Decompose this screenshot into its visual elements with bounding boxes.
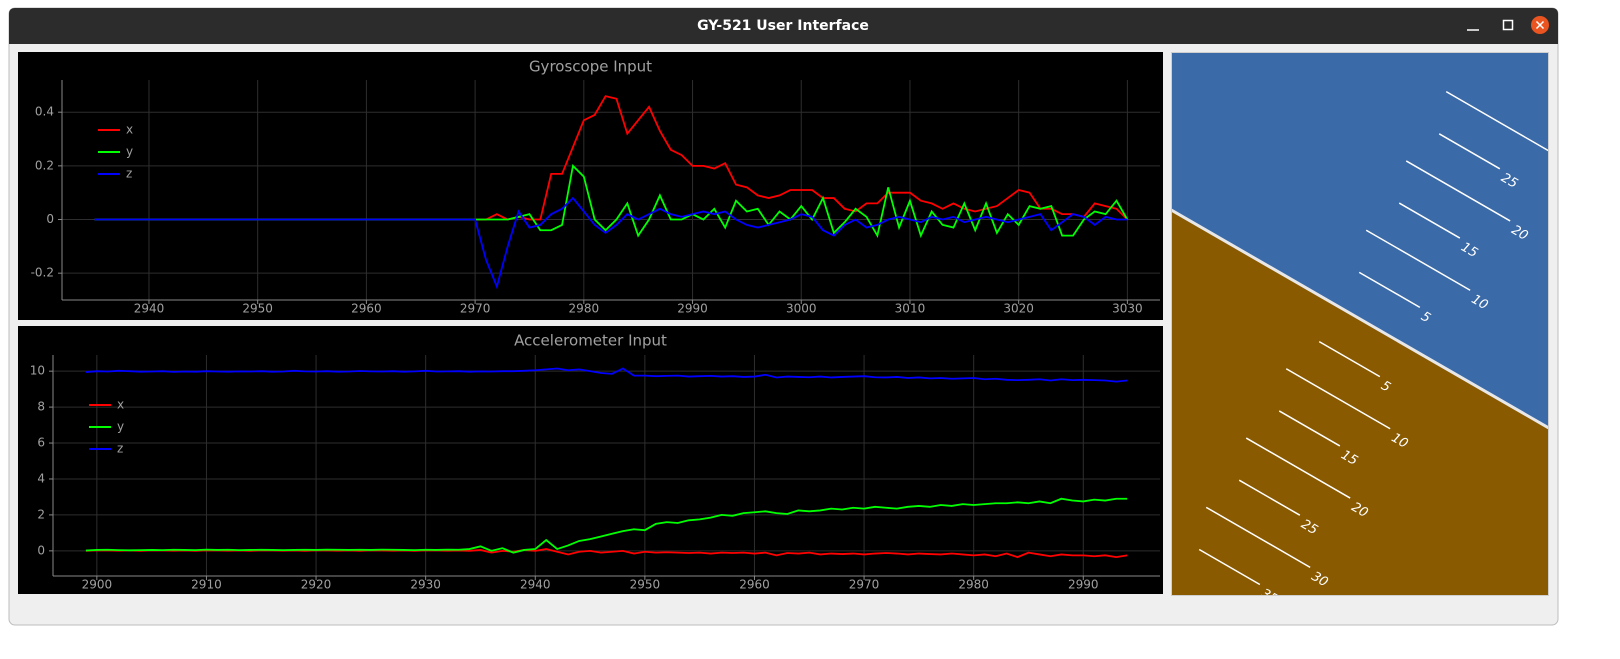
- x-tick-label: 2970: [460, 302, 491, 316]
- y-tick-label: 2: [37, 507, 45, 521]
- pitch-label: 15: [1338, 448, 1360, 469]
- close-button[interactable]: [1531, 16, 1549, 34]
- pitch-label: 35: [1258, 586, 1280, 607]
- legend-label: y: [126, 145, 133, 159]
- title-bar: [9, 8, 1558, 44]
- pitch-mark: [1205, 506, 1311, 568]
- chart: Accelerometer Input 0 2 4 6 8 10 2900 2910 2920 29…: [18, 326, 1163, 594]
- y-tick-label: 8: [37, 400, 45, 414]
- chart-title: Gyroscope Input: [529, 58, 652, 76]
- data-line: [85, 497, 1128, 554]
- pitch-label: 20: [1349, 500, 1371, 521]
- horizon-border: [1171, 52, 1549, 596]
- chart-background: [18, 326, 1163, 594]
- pitch-mark: [1198, 548, 1261, 586]
- x-tick-label: 2940: [134, 302, 165, 316]
- x-tick-label: 2960: [351, 302, 382, 316]
- y-tick-label: 4: [37, 471, 45, 485]
- x-tick-label: 2920: [301, 578, 332, 592]
- y-tick-label: 10: [30, 364, 45, 378]
- pitch-label: 25: [1498, 170, 1520, 191]
- pitch-mark: [1445, 91, 1549, 153]
- pitch-mark: [1238, 479, 1301, 516]
- horizon-frame: 510152025305101520253035: [1171, 52, 1549, 607]
- y-tick-label: 0.4: [35, 105, 54, 119]
- y-tick-label: -0.2: [31, 266, 54, 280]
- legend-label: z: [126, 167, 132, 181]
- horizon-clip: 510152025305101520253035: [1171, 52, 1549, 607]
- pitch-mark: [1405, 160, 1511, 222]
- pitch-label: 25: [1298, 517, 1320, 538]
- pitch-mark: [1245, 437, 1351, 499]
- window-title: GY-521 User Interface: [697, 18, 869, 34]
- data-line: [85, 367, 1128, 383]
- pitch-label: 30: [1309, 569, 1331, 590]
- x-tick-label: 2940: [520, 578, 551, 592]
- pitch-mark: [1398, 202, 1461, 239]
- chart: Gyroscope Input -0.2 0 0.2 0.4 2940 2950 2960 29…: [18, 52, 1163, 320]
- x-tick-label: 2970: [849, 578, 880, 592]
- x-tick-label: 2900: [82, 578, 113, 592]
- x-tick-label: 2990: [1068, 578, 1099, 592]
- chart-title: Accelerometer Input: [514, 332, 667, 350]
- legend-label: x: [117, 398, 124, 412]
- x-tick-label: 3000: [786, 302, 817, 316]
- y-tick-label: 6: [37, 436, 45, 450]
- y-tick-label: 0: [37, 543, 45, 557]
- pitch-mark: [1365, 229, 1471, 291]
- pitch-mark: [1318, 340, 1381, 378]
- pitch-label: 10: [1389, 430, 1411, 451]
- pitch-label: 20: [1509, 223, 1531, 244]
- close-icon: [1535, 20, 1545, 30]
- x-tick-label: 2950: [630, 578, 661, 592]
- x-tick-label: 2980: [569, 302, 600, 316]
- horizon-line: [1171, 52, 1549, 596]
- pitch-mark: [1285, 368, 1391, 430]
- chart-background: [18, 52, 1163, 320]
- pitch-mark: [1278, 410, 1341, 447]
- y-tick-label: 0: [46, 212, 54, 226]
- pitch-mark: [1438, 133, 1501, 170]
- legend-label: x: [126, 123, 133, 137]
- x-tick-label: 2990: [677, 302, 708, 316]
- pitch-label: 10: [1469, 292, 1491, 313]
- y-tick-label: 0.2: [35, 158, 54, 172]
- x-tick-label: 2930: [410, 578, 441, 592]
- pitch-mark: [1358, 271, 1421, 309]
- pitch-label: 15: [1458, 240, 1480, 261]
- x-tick-label: 2950: [242, 302, 273, 316]
- x-tick-label: 3010: [895, 302, 926, 316]
- attitude-indicator: 510152025305101520253035: [1171, 52, 1549, 607]
- x-tick-label: 2910: [191, 578, 222, 592]
- data-line: [94, 196, 1128, 290]
- x-tick-label: 2960: [739, 578, 770, 592]
- legend-label: y: [117, 420, 124, 434]
- legend-label: z: [117, 442, 123, 456]
- x-tick-label: 3030: [1112, 302, 1143, 316]
- maximize-button[interactable]: [1502, 19, 1514, 31]
- x-tick-label: 2980: [958, 578, 989, 592]
- x-tick-label: 3020: [1003, 302, 1034, 316]
